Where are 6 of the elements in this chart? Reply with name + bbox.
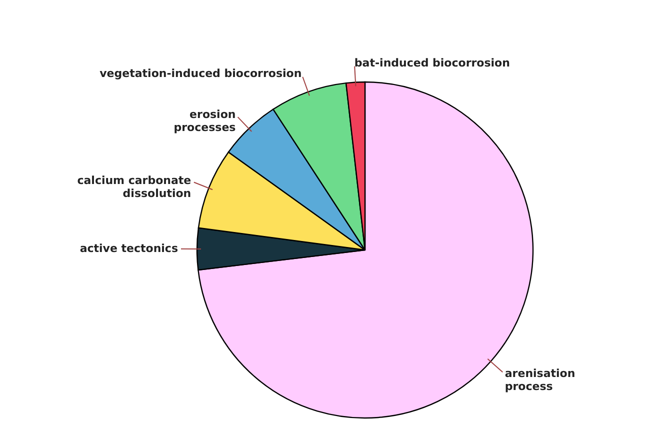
slice-label: bat-induced biocorrosion — [354, 56, 510, 70]
slice-label: vegetation-induced biocorrosion — [100, 67, 302, 80]
slice-label: arenisation process — [504, 367, 576, 394]
slice-label: active tectonics — [80, 242, 178, 255]
slice-label: calcium carbonate dissolution — [77, 174, 192, 200]
slice-label: erosion processes — [174, 108, 236, 134]
